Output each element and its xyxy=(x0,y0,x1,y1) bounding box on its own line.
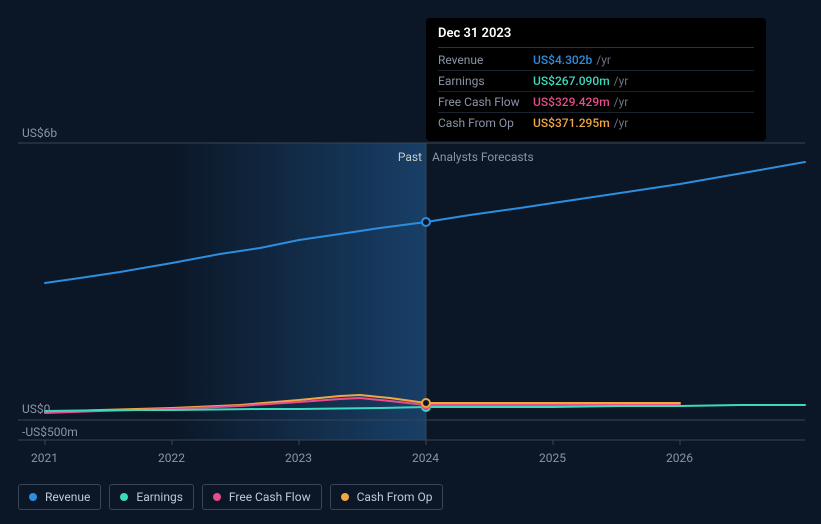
legend-label: Earnings xyxy=(136,490,183,504)
legend-dot xyxy=(213,493,221,501)
x-axis-label: 2025 xyxy=(539,451,566,465)
legend-item[interactable]: Cash From Op xyxy=(330,484,444,510)
legend-item[interactable]: Free Cash Flow xyxy=(202,484,322,510)
legend-item[interactable]: Earnings xyxy=(109,484,194,510)
legend-dot xyxy=(120,493,128,501)
legend-dot xyxy=(341,493,349,501)
tooltip-row: EarningsUS$267.090m/yr xyxy=(438,71,754,92)
legend-item[interactable]: Revenue xyxy=(18,484,101,510)
tooltip-row-value: US$267.090m xyxy=(533,74,610,88)
section-forecast: Analysts Forecasts xyxy=(432,150,534,164)
y-label-min: -US$500m xyxy=(22,425,78,439)
tooltip-row-unit: /yr xyxy=(614,116,629,130)
legend: Revenue Earnings Free Cash Flow Cash From O… xyxy=(18,484,443,510)
tooltip-row-label: Cash From Op xyxy=(438,116,533,130)
tooltip-row-value: US$329.429m xyxy=(533,95,610,109)
data-tooltip: Dec 31 2023 RevenueUS$4.302b/yrEarningsU… xyxy=(426,18,766,141)
x-axis-label: 2026 xyxy=(666,451,693,465)
tooltip-row-label: Revenue xyxy=(438,53,533,67)
section-past: Past xyxy=(398,150,422,164)
y-label-max: US$6b xyxy=(22,126,57,140)
tooltip-row-unit: /yr xyxy=(614,74,629,88)
chart-container: Dec 31 2023 RevenueUS$4.302b/yrEarningsU… xyxy=(0,0,821,524)
y-label-zero: US$0 xyxy=(22,402,50,416)
x-axis-label: 2021 xyxy=(31,451,58,465)
legend-label: Cash From Op xyxy=(357,490,433,504)
tooltip-row-value: US$371.295m xyxy=(533,116,610,130)
tooltip-row: RevenueUS$4.302b/yr xyxy=(438,50,754,71)
tooltip-row-unit: /yr xyxy=(614,95,629,109)
legend-label: Free Cash Flow xyxy=(229,490,311,504)
tooltip-row-unit: /yr xyxy=(596,53,611,67)
x-axis-label: 2024 xyxy=(412,451,439,465)
tooltip-row: Free Cash FlowUS$329.429m/yr xyxy=(438,92,754,113)
tooltip-row-label: Earnings xyxy=(438,74,533,88)
legend-dot xyxy=(29,493,37,501)
x-axis-label: 2023 xyxy=(285,451,312,465)
x-axis-label: 2022 xyxy=(158,451,185,465)
tooltip-row-label: Free Cash Flow xyxy=(438,95,533,109)
legend-label: Revenue xyxy=(45,490,90,504)
tooltip-date: Dec 31 2023 xyxy=(438,26,754,48)
tooltip-row-value: US$4.302b xyxy=(533,53,592,67)
tooltip-row: Cash From OpUS$371.295m/yr xyxy=(438,113,754,133)
